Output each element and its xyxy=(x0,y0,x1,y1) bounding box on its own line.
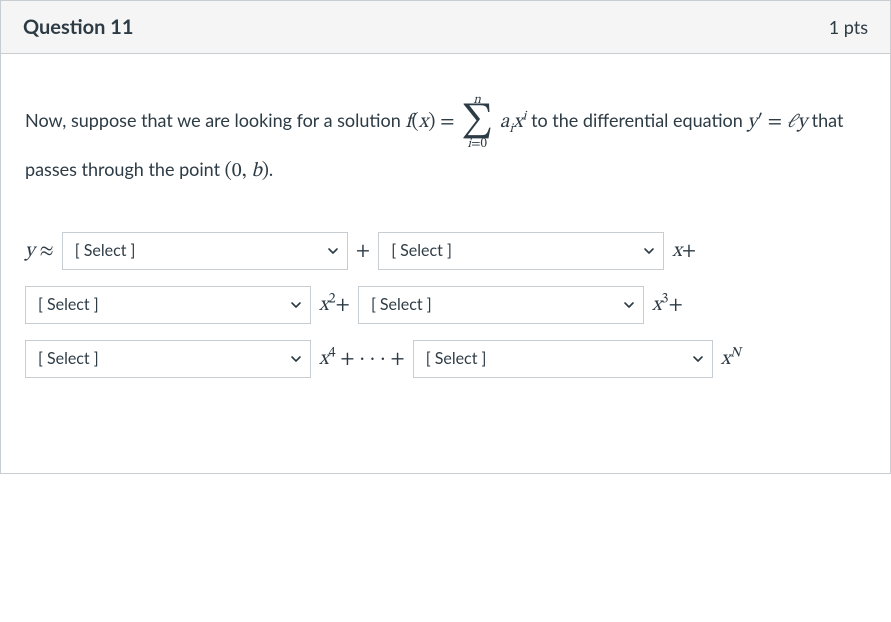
answer-row-2: [ Select ] x2+ [ Select ] x3+ xyxy=(25,285,866,325)
math-point: (0, b) xyxy=(225,161,269,181)
label-x-plus: x+ xyxy=(672,231,696,271)
question-points: 1 pts xyxy=(829,16,868,38)
question-header: Question 11 1 pts xyxy=(1,1,890,54)
answer-row-1: y ≈ [ Select ] + [ Select ] x+ xyxy=(25,231,866,271)
chevron-down-icon xyxy=(327,245,339,257)
label-y-approx: y ≈ xyxy=(25,231,54,271)
label-x4-dots: x4 + · · · + xyxy=(319,339,405,379)
math-fx-sum: f(x) = n ∑ i=0 aixi xyxy=(405,112,531,132)
chevron-down-icon xyxy=(290,353,302,365)
chevron-down-icon xyxy=(643,245,655,257)
select-term-4[interactable]: [ Select ] xyxy=(25,340,311,378)
question-prompt: Now, suppose that we are looking for a s… xyxy=(25,94,866,191)
select-term-2[interactable]: [ Select ] xyxy=(25,286,311,324)
answer-area: y ≈ [ Select ] + [ Select ] x+ xyxy=(25,231,866,379)
answer-row-3: [ Select ] x4 + · · · + [ Select ] xN xyxy=(25,339,866,379)
math-ode: y′ = ℓy xyxy=(747,112,807,132)
prompt-part4: . xyxy=(269,158,273,180)
label-xN: xN xyxy=(721,339,741,379)
label-plus: + xyxy=(356,231,370,271)
select-placeholder: [ Select ] xyxy=(426,343,487,375)
select-term-0[interactable]: [ Select ] xyxy=(62,232,348,270)
select-placeholder: [ Select ] xyxy=(371,289,432,321)
select-placeholder: [ Select ] xyxy=(38,343,99,375)
select-placeholder: [ Select ] xyxy=(75,235,136,267)
select-term-1[interactable]: [ Select ] xyxy=(378,232,664,270)
label-x3-plus: x3+ xyxy=(652,285,683,325)
select-term-n[interactable]: [ Select ] xyxy=(413,340,713,378)
question-title: Question 11 xyxy=(23,15,133,39)
select-placeholder: [ Select ] xyxy=(38,289,99,321)
question-card: Question 11 1 pts Now, suppose that we a… xyxy=(0,0,891,474)
chevron-down-icon xyxy=(623,299,635,311)
select-placeholder: [ Select ] xyxy=(391,235,452,267)
label-x2-plus: x2+ xyxy=(319,285,350,325)
chevron-down-icon xyxy=(290,299,302,311)
prompt-part2: to the differential equation xyxy=(531,109,747,131)
prompt-part1: Now, suppose that we are looking for a s… xyxy=(25,109,405,131)
select-term-3[interactable]: [ Select ] xyxy=(358,286,644,324)
chevron-down-icon xyxy=(692,353,704,365)
question-body: Now, suppose that we are looking for a s… xyxy=(1,54,890,473)
